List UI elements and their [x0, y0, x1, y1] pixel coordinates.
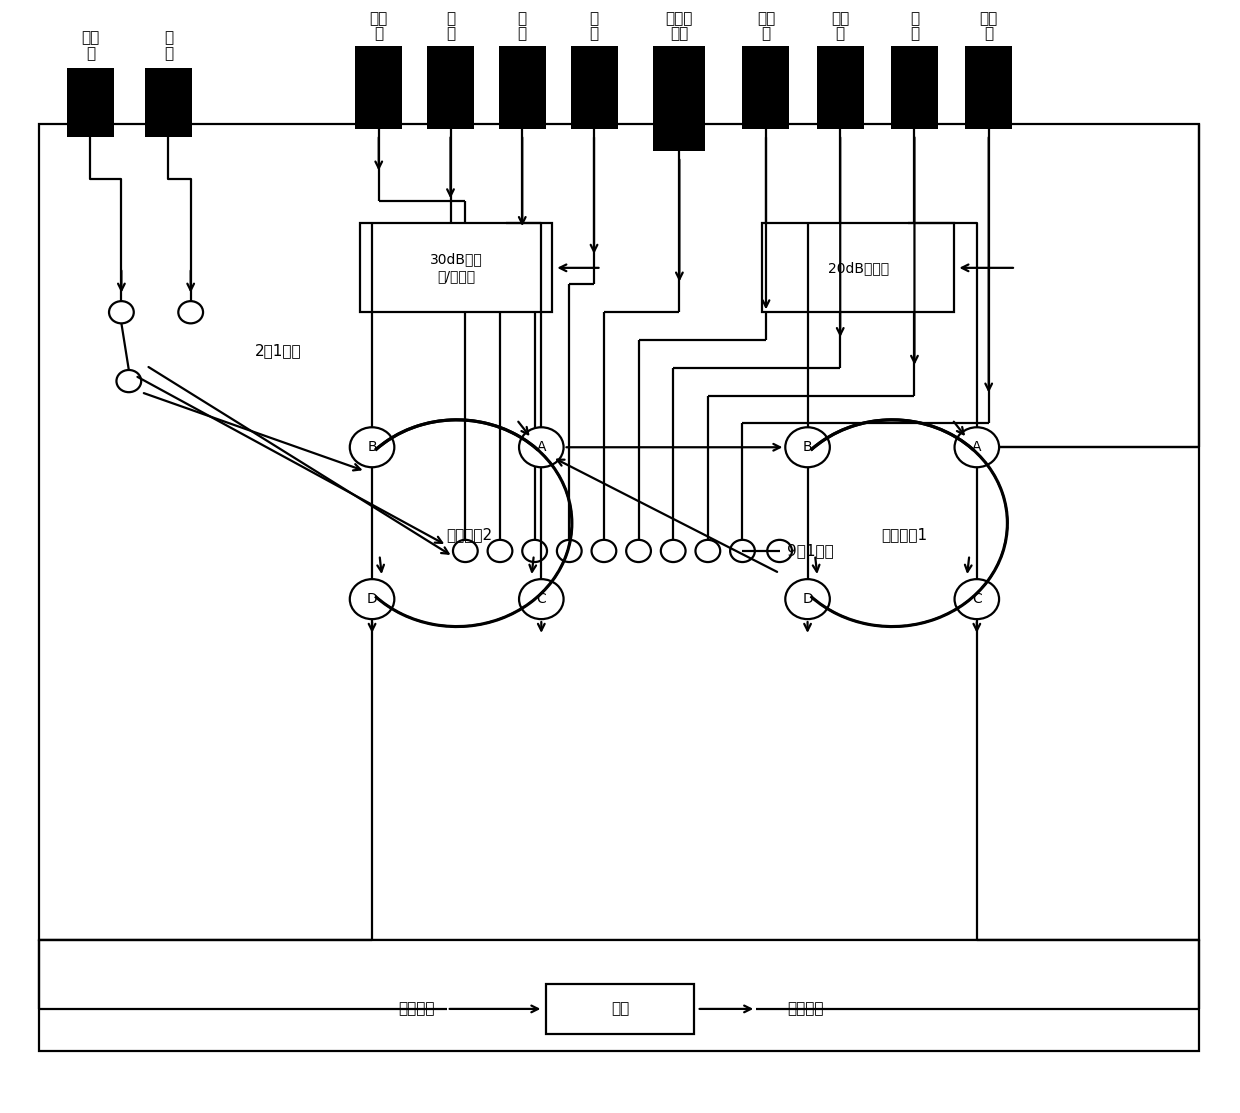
Text: 功放: 功放: [611, 1002, 629, 1016]
Circle shape: [955, 579, 999, 619]
Text: 短
路: 短 路: [517, 11, 527, 41]
Bar: [427, 46, 474, 129]
Text: 20dB衰减器: 20dB衰减器: [827, 260, 889, 275]
Bar: [892, 46, 937, 129]
Circle shape: [520, 579, 564, 619]
Text: 环形开关2: 环形开关2: [446, 526, 492, 542]
Text: 信号
源: 信号 源: [82, 30, 99, 61]
Text: 开
路: 开 路: [446, 11, 455, 41]
Text: 30dB衰减
器/耦合器: 30dB衰减 器/耦合器: [430, 253, 482, 284]
Bar: [653, 46, 706, 151]
Bar: [743, 46, 790, 129]
Text: C: C: [972, 592, 982, 607]
Text: 信号输出: 信号输出: [787, 1002, 823, 1016]
Text: 频谱
仪: 频谱 仪: [831, 11, 849, 41]
Text: 矢
网: 矢 网: [164, 30, 172, 61]
Circle shape: [955, 427, 999, 467]
Text: 9选1开关: 9选1开关: [787, 543, 833, 559]
Bar: [498, 46, 546, 129]
Circle shape: [785, 579, 830, 619]
Bar: [763, 224, 954, 313]
Circle shape: [785, 427, 830, 467]
Bar: [817, 46, 864, 129]
Text: D: D: [367, 592, 377, 607]
Text: 环形开关1: 环形开关1: [882, 526, 928, 542]
Bar: [38, 124, 1199, 939]
Bar: [38, 939, 1199, 1051]
Text: C: C: [537, 592, 546, 607]
Text: 检波
器: 检波 器: [370, 11, 388, 41]
Text: 功率
计: 功率 计: [756, 11, 775, 41]
Bar: [360, 224, 552, 313]
Circle shape: [520, 427, 564, 467]
Text: B: B: [367, 441, 377, 454]
Text: 综测
仪: 综测 仪: [980, 11, 998, 41]
Text: A: A: [972, 441, 982, 454]
Text: 2选1开关: 2选1开关: [255, 344, 301, 358]
Text: B: B: [802, 441, 812, 454]
Circle shape: [350, 579, 394, 619]
Text: 信号输入: 信号输入: [398, 1002, 434, 1016]
Bar: [546, 984, 694, 1034]
Bar: [570, 46, 618, 129]
Bar: [145, 68, 192, 137]
Text: 矢
网: 矢 网: [910, 11, 919, 41]
Bar: [67, 68, 114, 137]
Bar: [965, 46, 1012, 129]
Text: 信号分
析仪: 信号分 析仪: [666, 11, 693, 41]
Text: A: A: [537, 441, 546, 454]
Text: D: D: [802, 592, 813, 607]
Text: 适
配: 适 配: [589, 11, 599, 41]
Circle shape: [350, 427, 394, 467]
Bar: [355, 46, 402, 129]
